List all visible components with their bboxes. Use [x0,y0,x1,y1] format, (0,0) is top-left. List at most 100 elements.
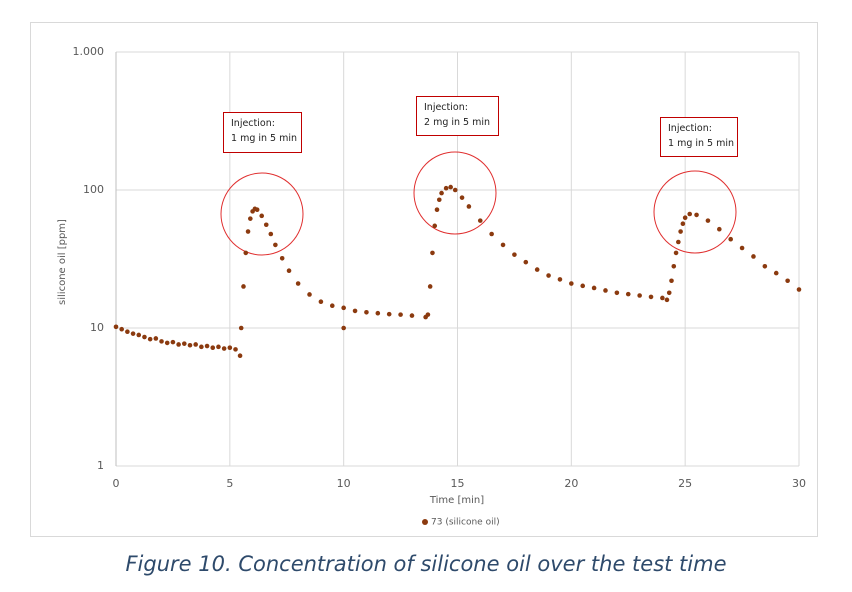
data-point [705,218,711,223]
data-point [660,295,665,301]
highlight-circle [220,172,304,256]
data-point [130,331,136,336]
data-point [295,281,301,286]
data-point [176,342,181,347]
x-tick-label: 15 [451,477,465,490]
highlight-circle [653,170,737,254]
data-point [673,250,679,256]
data-point [682,215,688,220]
data-point [648,294,654,300]
data-point [489,231,494,237]
data-point [341,305,346,311]
data-point [386,311,392,317]
data-point [238,325,244,331]
annotation-text: 1 mg in 5 min [231,133,297,144]
annotation-text: 1 mg in 5 min [668,138,734,149]
annotation-text: 2 mg in 5 min [424,117,490,128]
data-point [119,326,124,332]
data-point [241,284,246,289]
data-point [204,343,210,349]
data-point [364,309,369,315]
data-point [671,263,677,269]
data-point [676,239,681,245]
data-point [477,218,483,223]
data-point [523,259,529,265]
data-point [569,281,574,286]
data-point [678,229,683,234]
data-point [694,212,699,218]
data-point [664,297,670,303]
y-axis-label: silicone oil [ppm] [57,219,68,305]
data-point [773,270,779,276]
data-point [254,207,260,212]
data-point [273,242,278,248]
data-point [427,284,433,289]
data-point [279,255,285,261]
data-point [751,254,756,259]
data-point [448,184,453,190]
data-point [237,353,243,358]
data-point [329,303,335,309]
data-point [142,334,147,340]
x-axis-label: Time [min] [429,495,484,506]
data-point [625,291,631,297]
data-point [785,278,790,284]
data-point [375,310,381,316]
data-point [436,197,442,203]
x-tick-label: 0 [113,477,120,490]
data-point [318,299,324,305]
annotation-text: Injection: [231,118,275,129]
data-point [762,263,768,269]
data-point [430,250,435,256]
annotation-box [223,112,302,153]
data-point [459,195,465,200]
data-point [170,339,176,345]
data-point [245,229,251,234]
data-point [512,252,517,257]
data-point [687,211,693,217]
x-tick-label: 25 [678,477,692,490]
annotation-text: Injection: [668,123,712,134]
data-point [199,344,204,350]
annotation-box [660,117,738,157]
data-point [187,342,193,348]
data-point [432,223,438,229]
data-point [603,288,608,293]
data-point [210,345,216,350]
data-point [409,313,415,318]
x-tick-label: 5 [226,477,233,490]
data-point [263,222,269,228]
data-point [500,242,506,248]
data-point [286,268,292,274]
data-point [717,226,722,232]
data-point [182,341,187,346]
data-point [739,245,745,251]
data-point [591,285,597,291]
data-point [193,342,198,347]
data-point [425,312,431,317]
data-point [466,204,472,209]
data-point [243,250,249,256]
data-point [159,339,164,344]
data-point [680,221,686,226]
data-point [164,340,170,346]
x-tick-label: 20 [564,477,578,490]
data-point [398,312,403,317]
data-point [728,236,733,242]
data-point [352,308,358,314]
data-point [113,324,119,330]
annotation-box [416,96,499,136]
data-point [666,290,672,296]
highlight-circle [413,151,497,235]
data-point [434,207,440,212]
y-tick-label: 100 [83,183,104,196]
data-point [796,287,802,292]
data-point [439,190,444,196]
data-point [669,278,674,284]
y-tick-label: 1 [97,459,104,472]
data-point [153,336,159,341]
data-point [259,213,265,219]
y-tick-label: 1.000 [73,45,105,58]
data-point [216,344,221,350]
